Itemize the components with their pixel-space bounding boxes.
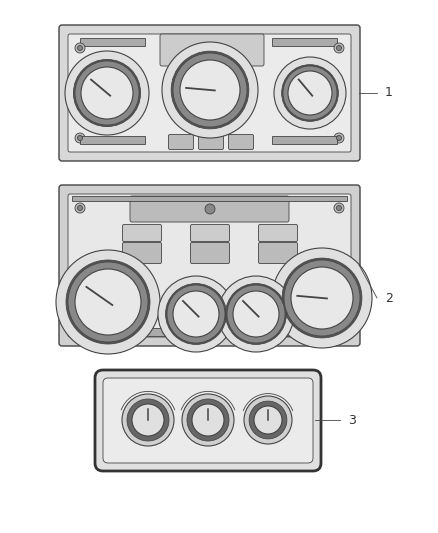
Circle shape	[227, 285, 285, 343]
Circle shape	[132, 404, 164, 436]
Circle shape	[249, 401, 287, 439]
Circle shape	[244, 396, 292, 444]
Circle shape	[272, 248, 372, 348]
Circle shape	[75, 269, 141, 335]
Circle shape	[187, 399, 229, 441]
FancyBboxPatch shape	[160, 34, 264, 66]
Circle shape	[75, 203, 85, 213]
FancyBboxPatch shape	[123, 224, 162, 241]
Circle shape	[158, 276, 234, 352]
FancyBboxPatch shape	[258, 243, 297, 263]
Bar	[272, 136, 337, 144]
Circle shape	[334, 318, 344, 328]
Circle shape	[284, 260, 360, 336]
Bar	[72, 196, 347, 201]
FancyBboxPatch shape	[95, 370, 321, 471]
Circle shape	[162, 42, 258, 138]
Circle shape	[173, 291, 219, 337]
FancyBboxPatch shape	[123, 243, 162, 263]
FancyBboxPatch shape	[229, 134, 254, 149]
Circle shape	[336, 320, 342, 326]
Circle shape	[122, 394, 174, 446]
FancyBboxPatch shape	[130, 196, 289, 222]
Circle shape	[66, 260, 150, 344]
Circle shape	[282, 64, 338, 122]
Circle shape	[334, 203, 344, 213]
Circle shape	[336, 45, 342, 51]
Circle shape	[192, 404, 224, 436]
Text: 2: 2	[385, 292, 393, 304]
Circle shape	[68, 262, 148, 342]
Bar	[80, 38, 145, 46]
FancyBboxPatch shape	[169, 134, 194, 149]
Circle shape	[173, 53, 247, 127]
Bar	[72, 328, 347, 336]
Circle shape	[282, 258, 362, 338]
Circle shape	[74, 59, 141, 127]
Circle shape	[336, 135, 342, 141]
Circle shape	[78, 206, 82, 211]
Circle shape	[334, 133, 344, 143]
Circle shape	[334, 43, 344, 53]
Circle shape	[78, 45, 82, 51]
Bar	[272, 38, 337, 46]
Circle shape	[205, 204, 215, 214]
Text: 1: 1	[385, 86, 393, 100]
FancyBboxPatch shape	[103, 378, 313, 463]
Circle shape	[336, 206, 342, 211]
Circle shape	[56, 250, 160, 354]
FancyBboxPatch shape	[191, 243, 230, 263]
Circle shape	[75, 61, 139, 125]
Circle shape	[291, 267, 353, 329]
Circle shape	[81, 67, 133, 119]
Circle shape	[78, 135, 82, 141]
Circle shape	[171, 51, 249, 129]
FancyBboxPatch shape	[59, 185, 360, 346]
Circle shape	[78, 320, 82, 326]
Circle shape	[226, 284, 286, 344]
Text: 3: 3	[348, 414, 356, 426]
FancyBboxPatch shape	[59, 25, 360, 161]
Circle shape	[254, 406, 282, 434]
Circle shape	[182, 394, 234, 446]
Circle shape	[166, 284, 226, 344]
Circle shape	[127, 399, 169, 441]
FancyBboxPatch shape	[258, 224, 297, 241]
Circle shape	[218, 276, 294, 352]
Bar	[80, 136, 145, 144]
Circle shape	[167, 285, 225, 343]
Circle shape	[75, 133, 85, 143]
Circle shape	[65, 51, 149, 135]
Circle shape	[288, 71, 332, 115]
Circle shape	[180, 60, 240, 120]
FancyBboxPatch shape	[198, 134, 223, 149]
Circle shape	[274, 57, 346, 129]
FancyBboxPatch shape	[68, 34, 351, 152]
Circle shape	[283, 66, 337, 120]
FancyBboxPatch shape	[191, 224, 230, 241]
Circle shape	[233, 291, 279, 337]
FancyBboxPatch shape	[68, 194, 351, 337]
Circle shape	[75, 43, 85, 53]
Circle shape	[75, 318, 85, 328]
